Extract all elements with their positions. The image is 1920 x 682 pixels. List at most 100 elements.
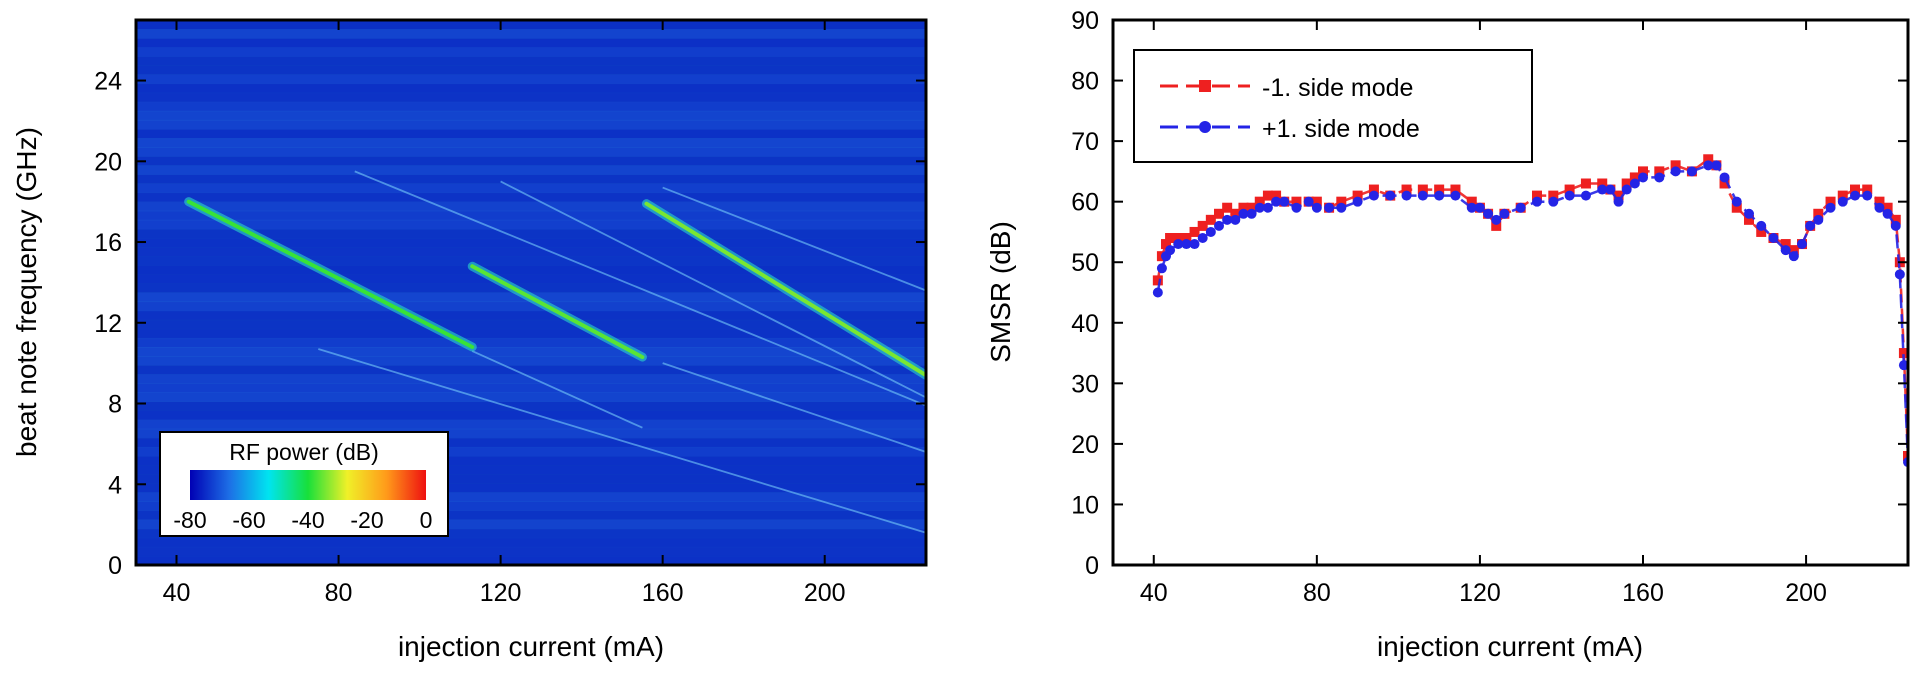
- marker-plus1: [1499, 208, 1510, 219]
- marker-minus1: [1613, 190, 1624, 201]
- left-x-tick-label: 160: [642, 579, 684, 607]
- marker-minus1: [1670, 160, 1681, 171]
- heatmap-noise-band: [136, 356, 926, 366]
- marker-minus1: [1756, 226, 1767, 237]
- marker-minus1: [1352, 190, 1363, 201]
- marker-minus1: [1165, 233, 1176, 243]
- marker-minus1: [1230, 208, 1241, 219]
- heatmap-noise-band: [136, 383, 926, 393]
- marker-minus1: [1238, 202, 1249, 213]
- right-chart: 40 80 120 160 200 0 10 20 30 40 50 60 70 80 90 injecti…: [985, 7, 1910, 662]
- colorbar-tick-label: -80: [173, 507, 206, 533]
- marker-plus1: [1788, 251, 1799, 262]
- marker-plus1: [1324, 202, 1335, 213]
- marker-minus1: [1181, 233, 1192, 243]
- heatmap-noise-band: [136, 201, 926, 212]
- marker-minus1: [1564, 184, 1575, 195]
- marker-minus1: [1368, 184, 1379, 195]
- heatmap-main-branch: [644, 201, 926, 378]
- right-y-tick-label: 70: [1071, 128, 1099, 156]
- heatmap-noise-band: [136, 374, 926, 384]
- marker-plus1: [1882, 208, 1893, 219]
- right-y-tick-label: 30: [1071, 370, 1099, 398]
- marker-minus1: [1903, 451, 1908, 461]
- right-y-tick-label: 90: [1071, 7, 1099, 35]
- left-x-tick-label: 200: [804, 579, 846, 607]
- left-y-tick-label: 16: [94, 229, 122, 257]
- heatmap-noise-band: [136, 510, 926, 521]
- marker-minus1: [1262, 190, 1273, 201]
- marker-minus1: [1629, 172, 1640, 183]
- marker-plus1: [1450, 190, 1461, 201]
- marker-minus1: [1898, 348, 1908, 359]
- colorbar-gradient: [190, 470, 426, 500]
- marker-minus1: [1491, 220, 1502, 231]
- heatmap-noise-band: [136, 437, 926, 448]
- heatmap-noise-band: [136, 56, 926, 66]
- marker-minus1: [1850, 184, 1860, 195]
- marker-plus1: [1466, 202, 1477, 213]
- marker-plus1: [1156, 263, 1167, 274]
- colorbar-tick-label: -60: [232, 507, 265, 533]
- right-y-tick-label: 80: [1071, 68, 1099, 96]
- heatmap-noise-band: [136, 301, 926, 312]
- marker-minus1: [1813, 208, 1824, 219]
- left-x-tick-label: 40: [163, 579, 191, 607]
- heatmap-noise-band: [136, 537, 926, 548]
- marker-minus1: [1532, 190, 1542, 201]
- heatmap-noise-band: [136, 347, 926, 357]
- marker-plus1: [1894, 269, 1905, 280]
- marker-plus1: [1222, 214, 1233, 225]
- heatmap-noise-band: [136, 247, 926, 257]
- marker-plus1: [1703, 160, 1714, 171]
- marker-minus1: [1214, 208, 1224, 219]
- right-y-tick-label: 20: [1071, 431, 1099, 459]
- marker-plus1: [1837, 196, 1848, 207]
- colorbar-tick-label: -40: [291, 507, 324, 533]
- heatmap-noise-band: [136, 319, 926, 330]
- marker-plus1: [1205, 226, 1216, 237]
- left-chart: 40 80 120 160 200 0 4 8 12 16 20 24 injection curre…: [11, 18, 928, 662]
- legend-label-minus1: -1. side mode: [1262, 74, 1413, 102]
- right-x-tick-label: 80: [1303, 579, 1331, 607]
- left-x-tick-label: 120: [480, 579, 522, 607]
- heatmap-noise-band: [136, 47, 926, 57]
- marker-plus1: [1813, 214, 1824, 225]
- marker-minus1: [1621, 178, 1632, 189]
- right-y-tick-label: 60: [1071, 189, 1099, 217]
- heatmap-noise-band: [136, 219, 926, 230]
- marker-plus1: [1311, 202, 1322, 213]
- heatmap-noise-band: [136, 138, 926, 148]
- left-y-tick-label: 0: [108, 552, 122, 580]
- heatmap-noise-band: [136, 283, 926, 293]
- heatmap-faint-branch: [354, 170, 926, 407]
- series-legend: -1. side mode +1. side mode: [1133, 49, 1533, 163]
- marker-minus1: [1825, 196, 1836, 207]
- marker-minus1: [1152, 275, 1163, 286]
- marker-plus1: [1613, 196, 1624, 207]
- marker-plus1: [1686, 166, 1697, 177]
- marker-plus1: [1744, 208, 1754, 219]
- heatmap-noise-band: [136, 265, 926, 275]
- right-y-axis-title: SMSR (dB): [985, 221, 1016, 363]
- right-y-tick-label: 0: [1085, 552, 1099, 580]
- legend-marker-sample: [1199, 80, 1211, 92]
- marker-minus1: [1417, 184, 1428, 195]
- heatmap-noise-band: [136, 147, 926, 157]
- marker-plus1: [1780, 245, 1791, 256]
- heatmap-noise-band: [136, 555, 926, 565]
- left-y-tick-label: 8: [108, 391, 122, 419]
- left-y-tick-label: 4: [108, 471, 122, 499]
- right-y-tick-label: 40: [1071, 310, 1099, 338]
- marker-minus1: [1336, 196, 1347, 207]
- marker-plus1: [1898, 360, 1908, 371]
- heatmap-noise-band: [136, 119, 926, 130]
- heatmap-noise-band: [136, 210, 926, 221]
- marker-plus1: [1768, 233, 1779, 243]
- marker-plus1: [1271, 196, 1282, 207]
- marker-minus1: [1311, 196, 1322, 207]
- heatmap-noise-band: [136, 92, 926, 103]
- marker-plus1: [1711, 160, 1722, 171]
